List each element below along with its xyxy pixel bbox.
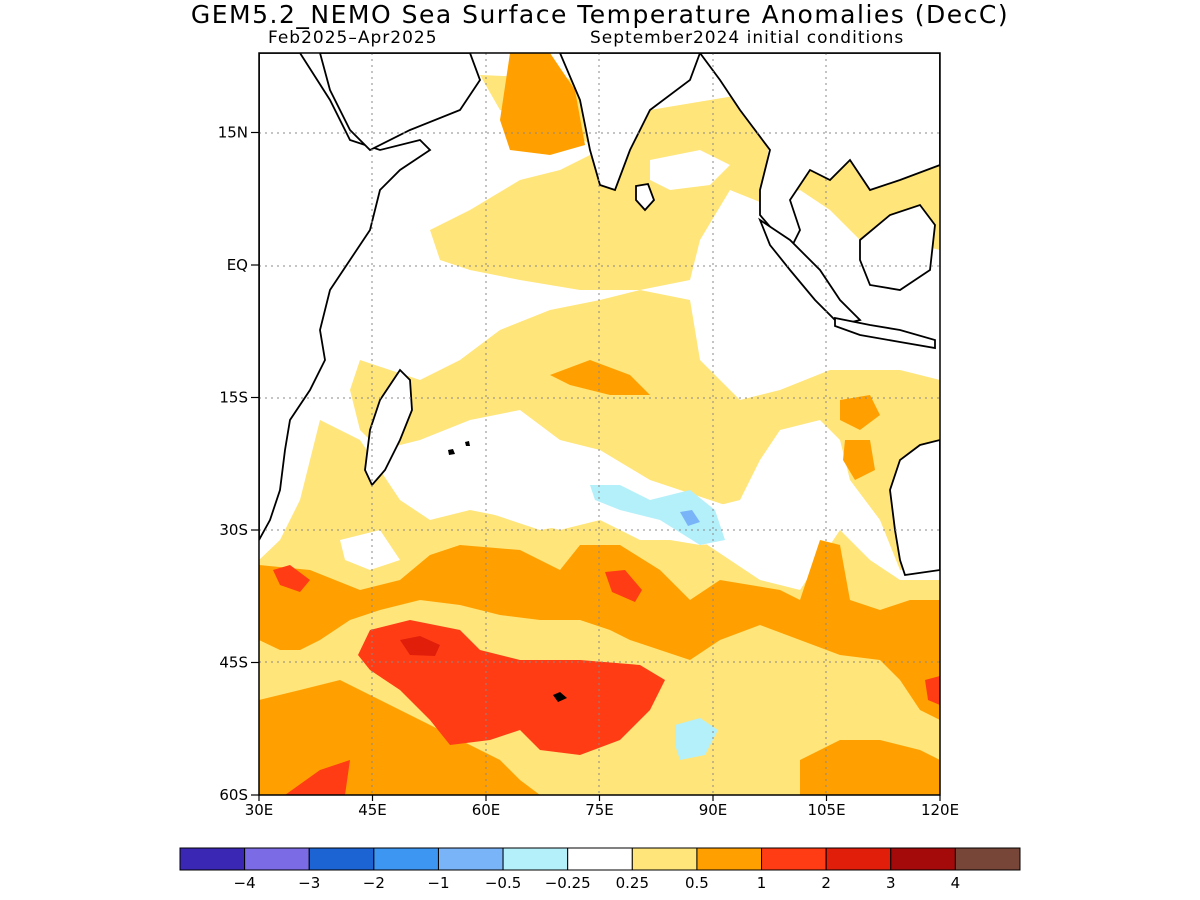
lon-tick-label: 45E	[358, 801, 387, 819]
colorbar-swatch	[244, 847, 310, 871]
colorbar-swatch	[696, 847, 763, 871]
colorbar-label: 0.5	[685, 874, 709, 892]
anomaly-region-red-east	[925, 676, 940, 705]
colorbar-label: 2	[821, 874, 831, 892]
forecast-period: Feb2025–Apr2025	[268, 28, 438, 48]
initial-conditions: September2024 initial conditions	[590, 28, 905, 48]
colorbar-label: 1	[757, 874, 767, 892]
land-borneo	[859, 203, 936, 291]
anomaly-region-orange-central	[550, 360, 650, 395]
land-kerguelen	[553, 692, 567, 702]
colorbar-label: −4	[234, 874, 256, 892]
anomaly-region-red-central-south	[605, 570, 642, 602]
colorbar-swatch	[373, 847, 439, 871]
map-title: GEM5.2_NEMO Sea Surface Temperature Anom…	[190, 0, 1010, 29]
land-arabia	[319, 53, 482, 152]
colorbar: −4 −3 −2 −1 −0.5 −0.25 0.25 0.5 1 2 3 4	[179, 847, 1021, 892]
colorbar-swatch	[567, 847, 633, 871]
anomaly-gap-south-east	[745, 455, 840, 560]
land-southeast-asia	[698, 53, 940, 252]
colorbar-swatch	[825, 847, 892, 871]
grid-lines	[259, 53, 940, 795]
colorbar-swatch	[890, 847, 956, 871]
anomaly-region-darkred-south	[400, 636, 440, 656]
colorbar-swatch	[437, 847, 504, 871]
lon-tick-label: 120E	[921, 801, 959, 819]
colorbar-swatch	[308, 847, 375, 871]
lat-tick-label: 15S	[219, 389, 248, 407]
land-india	[559, 53, 701, 192]
colorbar-label: −0.25	[545, 874, 591, 892]
anomaly-region-orange-arabian	[500, 53, 585, 155]
anomaly-region-orange-south	[259, 540, 940, 720]
colorbar-label: −2	[363, 874, 385, 892]
anomaly-region-cyan-southern	[675, 718, 718, 760]
lat-tick-label: EQ	[227, 256, 248, 274]
anomaly-region-blue-south-central	[680, 510, 700, 526]
lon-tick-label: 90E	[699, 801, 728, 819]
colorbar-label: −3	[298, 874, 320, 892]
anomaly-region-orange-south-west	[259, 680, 540, 795]
anomaly-region-orange-east-2	[843, 440, 875, 480]
land-mauritius	[465, 441, 470, 446]
colorbar-swatch	[631, 847, 698, 871]
colorbar-label: 0.25	[616, 874, 649, 892]
lat-tick-label: 30S	[219, 521, 248, 539]
colorbar-label: 3	[886, 874, 896, 892]
lat-tick-label: 60S	[219, 786, 248, 804]
lon-tick-label: 30E	[245, 801, 274, 819]
anomaly-region-red-southwest-1	[273, 565, 310, 592]
colorbar-label: −0.5	[485, 874, 521, 892]
longitude-ticks: 30E 45E 60E 75E 90E 105E 120E	[245, 795, 959, 819]
anomaly-region-yellow-central	[350, 290, 940, 570]
anomaly-region-orange-east-1	[840, 395, 880, 430]
land-africa	[259, 53, 432, 541]
anomaly-gap-arabian	[650, 150, 730, 190]
lon-tick-label: 105E	[807, 801, 845, 819]
land-sri-lanka	[635, 182, 656, 212]
colorbar-swatch	[502, 847, 569, 871]
latitude-ticks: 15N EQ 15S 30S 45S 60S	[218, 124, 259, 804]
colorbar-swatch	[761, 847, 827, 871]
colorbar-label: −1	[427, 874, 449, 892]
lat-tick-label: 15N	[218, 124, 248, 142]
colorbar-swatch	[179, 847, 246, 871]
land-sumatra	[758, 217, 862, 326]
land-madagascar	[364, 368, 413, 487]
anomaly-gap-southwest	[340, 530, 400, 570]
lon-tick-label: 60E	[472, 801, 501, 819]
land-mascarene	[448, 449, 455, 455]
lat-tick-label: 45S	[219, 654, 248, 672]
lon-tick-label: 75E	[585, 801, 614, 819]
colorbar-swatch	[954, 847, 1021, 871]
anomaly-field	[259, 53, 940, 795]
anomaly-region-red-southwest-2	[285, 760, 350, 795]
land-java	[834, 316, 936, 350]
anomaly-region-orange-south-east	[800, 740, 940, 795]
colorbar-label: 4	[951, 874, 961, 892]
